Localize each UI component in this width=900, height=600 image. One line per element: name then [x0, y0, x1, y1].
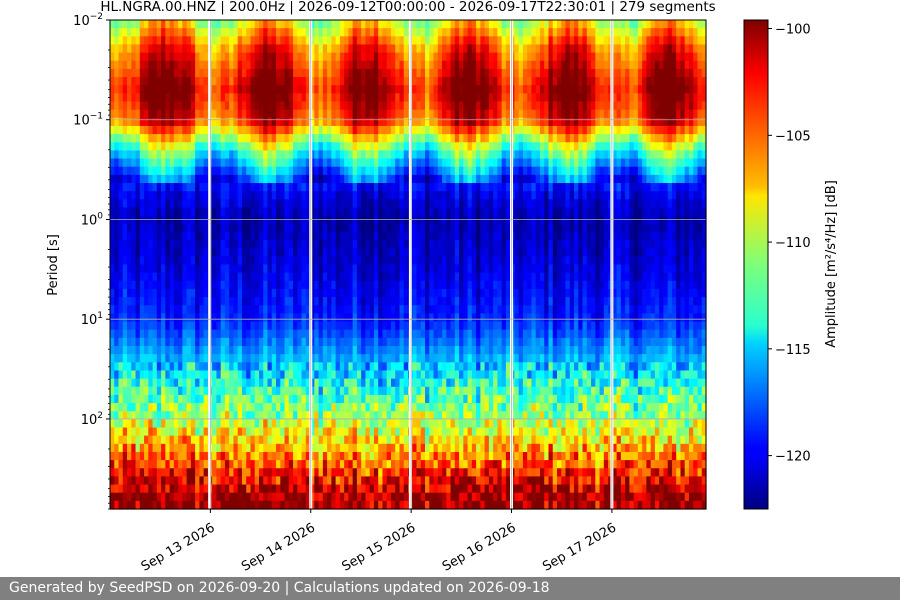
footer-text: Generated by SeedPSD on 2026-09-20 | Cal…: [9, 580, 550, 596]
chart-title: HL.NGRA.00.HNZ | 200.0Hz | 2026-09-12T00…: [100, 0, 715, 15]
gap-stripe: [208, 20, 212, 509]
colorbar-tick-label: −115: [775, 343, 811, 358]
y-tick-label: 100: [81, 211, 104, 228]
colorbar-tick-label: −100: [775, 23, 811, 38]
spectrogram-figure: HL.NGRA.00.HNZ | 200.0Hz | 2026-09-12T00…: [46, 0, 839, 575]
colorbar: [743, 19, 769, 510]
x-tick-label: Sep 13 2026: [139, 520, 218, 574]
gap-stripe: [408, 20, 412, 509]
x-tick-label: Sep 16 2026: [440, 520, 519, 574]
grid-lines: [110, 20, 706, 509]
x-tick-label: Sep 14 2026: [239, 520, 318, 574]
y-tick-label: 10−2: [73, 12, 103, 29]
y-tick-label: 102: [81, 411, 103, 428]
plot-frame: [109, 19, 707, 510]
colorbar-tick-label: −120: [775, 450, 811, 465]
colorbar-ticks: −100 −105 −110 −115 −120: [768, 23, 811, 465]
y-tick-label: 101: [81, 311, 103, 328]
colorbar-label: Amplitude [m²/s⁴/Hz] [dB]: [824, 180, 839, 348]
y-axis-label: Period [s]: [46, 234, 61, 296]
spectrogram-heatmap: [110, 20, 707, 510]
y-axis: 10−2 10−1 100 101 102: [73, 12, 110, 510]
y-tick-label: 10−1: [73, 112, 103, 129]
colorbar-tick-label: −110: [775, 236, 811, 251]
x-tick-label: Sep 17 2026: [540, 520, 619, 574]
colorbar-tick-label: −105: [775, 129, 811, 144]
x-axis: Sep 13 2026 Sep 14 2026 Sep 15 2026 Sep 16 …: [139, 509, 619, 575]
footer-bar: Generated by SeedPSD on 2026-09-20 | Cal…: [0, 577, 900, 600]
x-tick-label: Sep 15 2026: [339, 520, 418, 574]
